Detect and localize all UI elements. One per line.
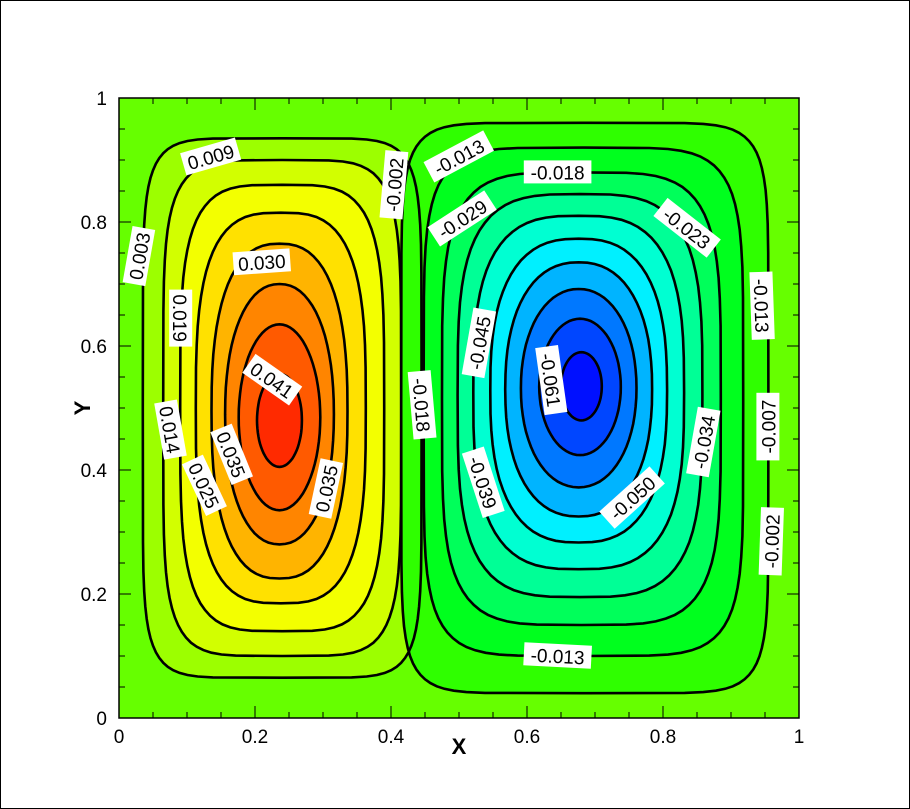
contour-label-box xyxy=(653,197,721,258)
contour-label-box xyxy=(232,248,291,276)
contour-line-5 xyxy=(488,237,669,544)
contour-line-5 xyxy=(223,282,336,546)
x-tick-label: 1 xyxy=(794,727,805,748)
contour-label: -0.002 xyxy=(379,150,409,220)
contour-label-box xyxy=(154,399,187,460)
contour-label-box xyxy=(169,289,193,347)
contour-line-0 xyxy=(399,121,770,695)
contour-label: -0.013 xyxy=(749,271,775,340)
contour-label-box xyxy=(423,130,495,183)
x-tick-label: 0 xyxy=(114,727,125,748)
contour-label-box xyxy=(535,344,568,416)
contour-label-box xyxy=(407,370,437,440)
x-tick-label: 0.8 xyxy=(650,727,676,748)
y-axis-title: Y xyxy=(70,400,95,415)
contour-label-box xyxy=(686,406,721,478)
contour-label-text: 0.030 xyxy=(237,252,286,276)
y-tick-label: 0.2 xyxy=(81,585,107,606)
y-tick-label: 0.4 xyxy=(81,461,108,482)
contour-label-box xyxy=(242,353,303,406)
y-tick-label: 0 xyxy=(96,709,107,730)
contour-label-box xyxy=(758,507,784,576)
x-tick-label: 0.6 xyxy=(514,727,540,748)
contour-line-8 xyxy=(537,317,623,457)
contour-label-box xyxy=(181,454,227,516)
contour-line-2 xyxy=(178,183,386,633)
y-tick-label: 1 xyxy=(96,89,107,110)
contour-label-box xyxy=(599,466,665,529)
x-axis-title: X xyxy=(452,734,467,759)
contour-line-4 xyxy=(210,242,349,580)
contour-label: -0.013 xyxy=(523,642,592,670)
contour-label-box xyxy=(461,446,505,518)
contour-label-text: -0.013 xyxy=(530,646,585,670)
contour-line-2 xyxy=(440,171,723,627)
contour-label: -0.007 xyxy=(756,392,780,461)
contour-label: -0.002 xyxy=(758,507,785,576)
contour-label-box xyxy=(749,271,775,340)
contour-label: -0.061 xyxy=(535,344,568,416)
contour-line-6 xyxy=(237,322,322,512)
contour-label-text: -0.018 xyxy=(407,377,433,433)
contour-label-text: -0.013 xyxy=(749,278,772,333)
contour-label-text: 0.019 xyxy=(168,294,189,342)
contour-label: 0.003 xyxy=(122,225,156,287)
neg-fill-10 xyxy=(561,352,602,421)
contour-label-text: -0.018 xyxy=(531,163,585,184)
contour-label: -0.018 xyxy=(407,370,437,440)
contour-label-box xyxy=(379,150,409,220)
contour-label-text: -0.007 xyxy=(759,400,780,454)
contour-label-box xyxy=(461,307,497,379)
contour-line-7 xyxy=(519,287,638,489)
contour-label: -0.018 xyxy=(523,160,592,184)
contour-label-box xyxy=(756,392,780,461)
contour-label-box xyxy=(122,225,156,287)
contour-label-box xyxy=(427,190,497,247)
contour-label: 0.019 xyxy=(168,289,193,347)
x-tick-label: 0.4 xyxy=(378,727,405,748)
contour-label-box xyxy=(523,160,592,184)
contour-line-3 xyxy=(194,211,368,605)
contour-label-box xyxy=(308,458,344,519)
contour-label-box xyxy=(523,642,592,669)
contour-label-box xyxy=(180,137,242,176)
contour-label-text: -0.002 xyxy=(383,157,409,213)
contour-line-0 xyxy=(141,136,423,680)
contour-label-text: -0.002 xyxy=(762,514,785,569)
contour-label: 0.030 xyxy=(232,248,291,276)
contour-line-4 xyxy=(471,214,686,571)
y-tick-label: 0.6 xyxy=(81,337,107,358)
x-tick-label: 0.2 xyxy=(242,727,268,748)
contour-label: 0.014 xyxy=(154,399,187,460)
contour-label-box xyxy=(210,423,254,486)
y-tick-label: 0.8 xyxy=(81,213,107,234)
